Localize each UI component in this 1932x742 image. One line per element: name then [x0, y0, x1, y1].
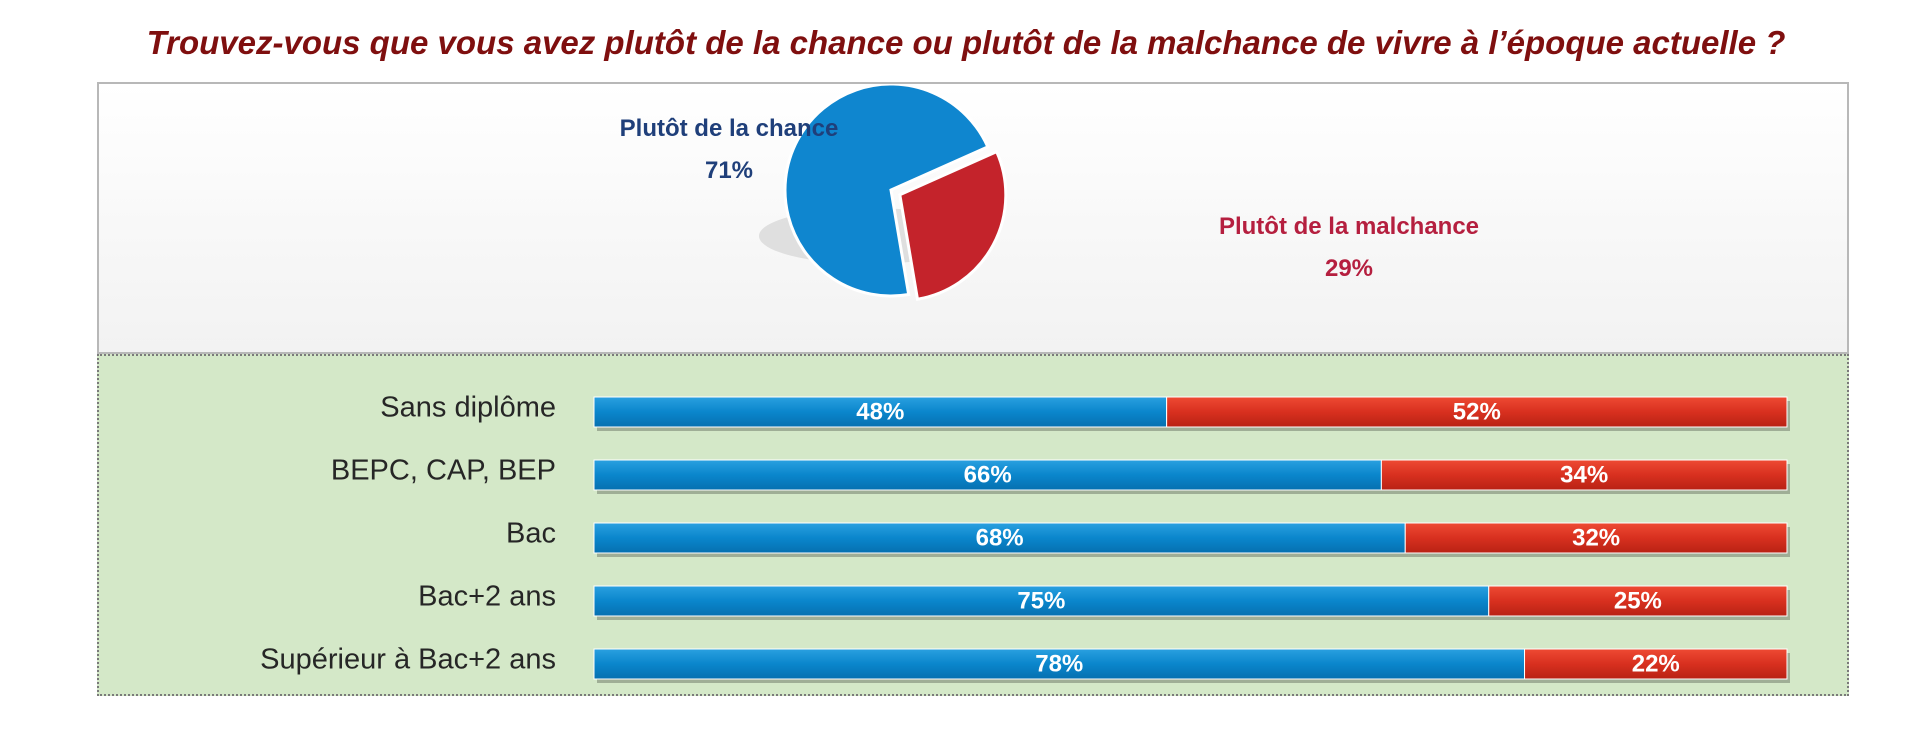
bar-segment-chance: [593, 648, 1526, 680]
category-label: Bac: [506, 518, 556, 550]
bar-value-label: 78%: [1035, 650, 1083, 677]
pie-label-chance: Plutôt de la chance 71%: [519, 108, 939, 192]
stacked-bar-chart: Sans diplôme 48% 52% BEPC, CAP, BEP 66% 34% Ba…: [260, 392, 1790, 683]
bar-value-label: 32%: [1572, 524, 1620, 551]
bars-panel: Sans diplôme 48% 52% BEPC, CAP, BEP 66% 34% Ba…: [97, 354, 1849, 696]
bar-value-label: 75%: [1017, 587, 1065, 614]
pie-panel: Plutôt de la chance 71% Plutôt de la mal…: [97, 82, 1849, 354]
bar-value-label: 34%: [1560, 461, 1608, 488]
bar-segment-chance: [593, 396, 1168, 428]
pie-label-chance-name: Plutôt de la chance: [619, 115, 839, 142]
pie-label-malchance-name: Plutôt de la malchance: [1218, 213, 1480, 240]
pie-label-malchance: Plutôt de la malchance 29%: [1139, 206, 1559, 290]
bar-segment-malchance: [1488, 585, 1788, 617]
bar-value-label: 66%: [964, 461, 1012, 488]
bar-segment-malchance: [1524, 648, 1788, 680]
bar-segment-chance: [593, 522, 1406, 554]
bar-segment-chance: [593, 585, 1490, 617]
bar-segment-malchance: [1404, 522, 1788, 554]
bar-segment-chance: [593, 459, 1382, 491]
bar-value-label: 52%: [1453, 398, 1501, 425]
category-label: BEPC, CAP, BEP: [331, 455, 556, 487]
category-label: Supérieur à Bac+2 ans: [260, 644, 556, 676]
pie-label-chance-value: 71%: [704, 157, 754, 184]
category-label: Sans diplôme: [380, 392, 556, 424]
chart-title: Trouvez-vous que vous avez plutôt de la …: [146, 24, 1786, 61]
pie-slice-chance: [783, 84, 990, 298]
bar-value-label: 48%: [856, 398, 904, 425]
pie-chart: [759, 84, 1008, 301]
bar-value-label: 22%: [1632, 650, 1680, 677]
bar-segment-malchance: [1166, 396, 1788, 428]
bar-value-label: 25%: [1614, 587, 1662, 614]
bar-segment-malchance: [1380, 459, 1788, 491]
bar-value-label: 68%: [976, 524, 1024, 551]
pie-label-malchance-value: 29%: [1324, 255, 1374, 282]
pie-slice-malchance: [898, 149, 1008, 301]
category-label: Bac+2 ans: [418, 581, 556, 613]
